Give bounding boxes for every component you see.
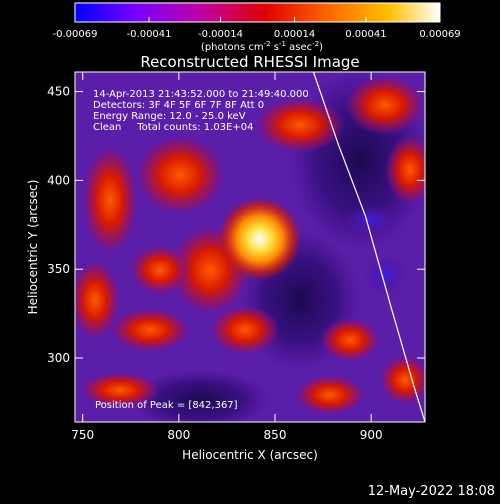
y-axis-label: Heliocentric Y (arcsec) (26, 180, 40, 315)
axis-ticks: 750 800 850 900 300 350 400 450 (47, 72, 425, 442)
heatmap-plot: 750 800 850 900 300 350 400 450 14-Apr-2013 21:… (47, 71, 426, 442)
annotation-time-range: 14-Apr-2013 21:43:52.000 to 21:49:40.000 (93, 89, 309, 100)
colorbar: -0.00069 -0.00041 -0.00014 0.00014 0.00041 0.… (53, 2, 461, 53)
peak-source (217, 197, 302, 282)
annotation-energy-range: Energy Range: 12.0 - 25.0 keV (93, 111, 246, 122)
x-tick-label: 750 (71, 428, 94, 442)
annotation-detectors: Detectors: 3F 4F 5F 6F 7F 8F Att 0 (93, 100, 264, 111)
colorbar-tick-label: 0.00014 (274, 29, 315, 40)
footer-date: 12-May-2022 18:08 (368, 484, 495, 499)
peak-position-label: Position of Peak = [842,367] (95, 400, 238, 411)
colorbar-tick-label: -0.00041 (127, 29, 172, 40)
colorbar-units: (photons cm-2 s-1 asec-2) (201, 40, 323, 53)
x-tick-label: 800 (167, 428, 190, 442)
x-tick-label: 900 (360, 428, 383, 442)
colorbar-tick-label: 0.00041 (345, 29, 386, 40)
y-tick-label: 350 (47, 262, 70, 276)
heatmap-image (75, 72, 425, 422)
annotation-clean-counts: Clean Total counts: 1.03E+04 (93, 122, 253, 133)
colorbar-gradient (74, 2, 441, 23)
colorbar-tick-label: 0.00069 (419, 29, 460, 40)
x-axis-label: Heliocentric X (arcsec) (182, 448, 318, 462)
colorbar-ticks: -0.00069 -0.00041 -0.00014 0.00014 0.00041 0.… (53, 17, 461, 40)
colorbar-tick-label: -0.00069 (53, 29, 98, 40)
chart-title: Reconstructed RHESSI Image (140, 53, 359, 71)
plot-frame (74, 71, 426, 423)
solar-limb-line (312, 72, 425, 422)
colorbar-tick-label: -0.00014 (198, 29, 243, 40)
y-tick-label: 450 (47, 85, 70, 99)
y-tick-label: 400 (47, 173, 70, 187)
y-tick-label: 300 (47, 351, 70, 365)
x-tick-label: 850 (264, 428, 287, 442)
